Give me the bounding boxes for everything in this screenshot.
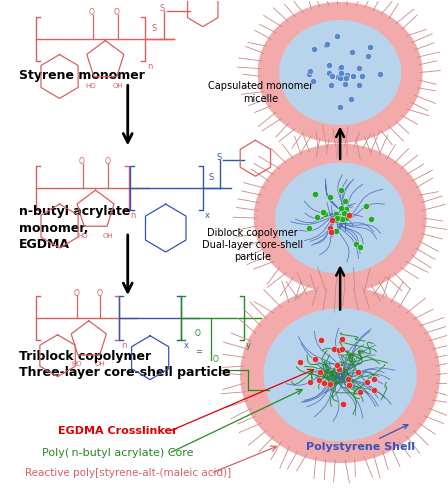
Text: =: = (195, 346, 202, 356)
Text: y: y (246, 340, 250, 349)
Ellipse shape (280, 20, 401, 124)
Ellipse shape (258, 2, 422, 142)
Text: S: S (209, 173, 214, 182)
Text: n: n (121, 340, 126, 349)
Text: n: n (147, 62, 153, 70)
Text: S: S (151, 24, 156, 32)
Text: Poly( ​n​-butyl acrylate) Core: Poly( ​n​-butyl acrylate) Core (42, 448, 194, 458)
Text: O: O (79, 157, 85, 166)
Text: O: O (73, 289, 79, 298)
Text: O: O (89, 8, 95, 16)
Text: Diblock copolymer
Dual-layer core-shell
particle: Diblock copolymer Dual-layer core-shell … (202, 228, 303, 262)
Text: O: O (212, 354, 218, 364)
Text: x: x (183, 340, 188, 349)
Text: OH: OH (103, 233, 113, 239)
Ellipse shape (264, 309, 416, 440)
Text: HO: HO (86, 84, 96, 89)
Text: Capsulated monomer
micelle: Capsulated monomer micelle (207, 81, 313, 104)
Text: O: O (97, 289, 103, 298)
Text: Styrene monomer: Styrene monomer (19, 69, 145, 82)
Text: n-butyl acrylate
monomer,
EGDMA: n-butyl acrylate monomer, EGDMA (19, 205, 130, 251)
Text: S: S (216, 153, 222, 162)
Ellipse shape (276, 163, 405, 273)
Text: O: O (104, 157, 110, 166)
Text: O: O (195, 329, 201, 338)
Text: x: x (205, 211, 210, 220)
Text: OH: OH (112, 84, 123, 89)
Text: Reactive poly[styrene-alt-(maleic acid)]: Reactive poly[styrene-alt-(maleic acid)] (25, 468, 231, 478)
Text: OH: OH (95, 360, 105, 366)
Text: S: S (160, 4, 165, 13)
Text: O: O (114, 8, 120, 16)
Text: n: n (131, 211, 136, 220)
Text: HO: HO (71, 360, 82, 366)
Text: Triblock copolymer
Three-layer core-shell particle: Triblock copolymer Three-layer core-shel… (19, 350, 230, 380)
Text: HO: HO (77, 233, 88, 239)
Text: Polystyrene Shell: Polystyrene Shell (306, 424, 415, 452)
Ellipse shape (254, 144, 426, 292)
Ellipse shape (241, 287, 439, 463)
Text: EGDMA Crosslinker: EGDMA Crosslinker (58, 426, 178, 436)
